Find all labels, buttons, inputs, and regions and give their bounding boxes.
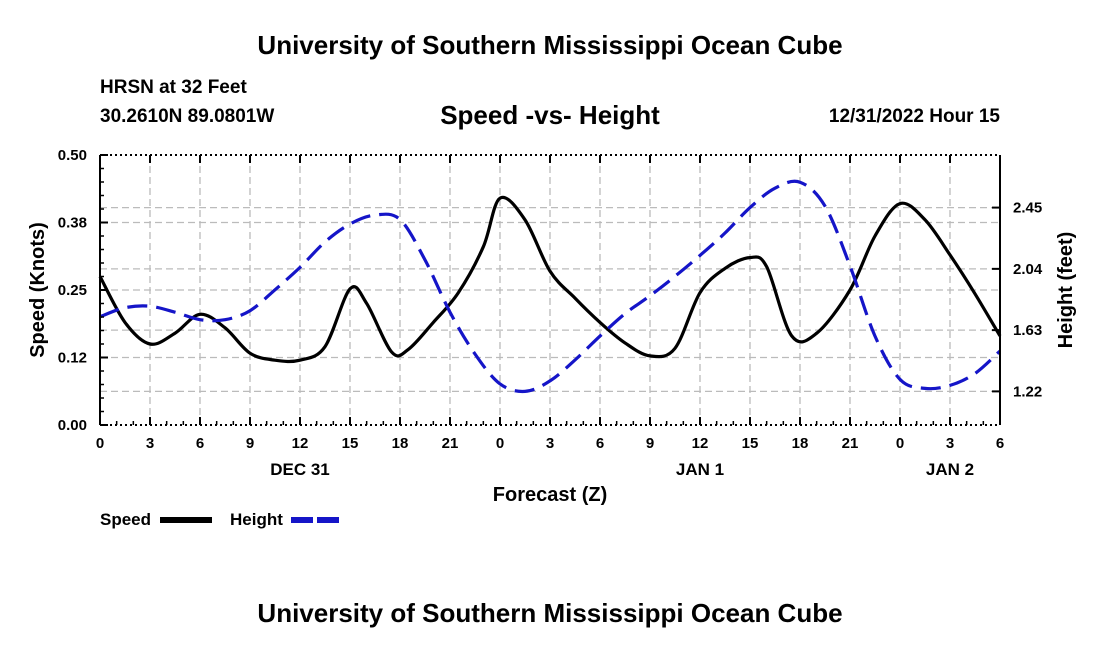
x-tick-label: 0 <box>96 435 104 452</box>
x-tick-label: 18 <box>792 435 809 452</box>
y2-tick-label: 1.63 <box>1013 322 1042 339</box>
y-axis-title: Speed (Knots) <box>27 222 49 358</box>
chart-subtitle: Speed -vs- Height <box>440 100 660 130</box>
legend-label-height: Height <box>230 510 283 529</box>
coordinates-label: 30.2610N 89.0801W <box>100 106 275 127</box>
label-layer: 0 3 6 9 12 15 18 21 0 3 6 9 12 15 18 21 0 3 6 DEC 31 JAN 1 JA… <box>27 147 1077 506</box>
y2-tick-label: 2.45 <box>1013 200 1042 217</box>
x-tick-label: 18 <box>392 435 409 452</box>
x-tick-label: 3 <box>146 435 154 452</box>
y-tick-label: 0.25 <box>58 282 87 299</box>
x-tick-label: 12 <box>292 435 309 452</box>
x-tick-label: 6 <box>196 435 204 452</box>
grid-layer <box>100 155 1000 425</box>
y2-axis-title: Height (feet) <box>1055 232 1077 349</box>
series-layer <box>98 179 1002 394</box>
station-label: HRSN at 32 Feet <box>100 77 247 98</box>
x-tick-label: 9 <box>646 435 654 452</box>
x-axis-title: Forecast (Z) <box>493 484 607 506</box>
x-tick-label: 21 <box>442 435 459 452</box>
y2-tick-label: 2.04 <box>1013 261 1043 278</box>
x-tick-label: 21 <box>842 435 859 452</box>
day-label: DEC 31 <box>270 460 330 479</box>
x-tick-label: 0 <box>896 435 904 452</box>
y-tick-label: 0.12 <box>58 350 87 367</box>
day-label: JAN 1 <box>676 460 724 479</box>
legend-layer: Speed Height <box>100 510 342 529</box>
y2-tick-label: 1.22 <box>1013 383 1042 400</box>
x-tick-label: 12 <box>692 435 709 452</box>
x-tick-label: 3 <box>546 435 554 452</box>
y-tick-label: 0.00 <box>58 417 87 434</box>
timestamp-label: 12/31/2022 Hour 15 <box>828 106 1000 127</box>
x-tick-label: 6 <box>596 435 604 452</box>
x-tick-label: 15 <box>742 435 759 452</box>
y-tick-label: 0.50 <box>58 147 87 164</box>
speed-series-line <box>98 195 1002 364</box>
day-label: JAN 2 <box>926 460 974 479</box>
x-tick-label: 9 <box>246 435 254 452</box>
height-series-line <box>99 179 1002 394</box>
footer-title: University of Southern Mississippi Ocean… <box>257 598 843 628</box>
y-tick-label: 0.38 <box>58 215 87 232</box>
legend-label-speed: Speed <box>100 510 151 529</box>
axis-layer <box>99 154 1001 426</box>
x-tick-label: 0 <box>496 435 504 452</box>
x-tick-label: 6 <box>996 435 1004 452</box>
x-tick-label: 3 <box>946 435 954 452</box>
x-tick-label: 15 <box>342 435 359 452</box>
chart-title: University of Southern Mississippi Ocean… <box>257 30 843 60</box>
